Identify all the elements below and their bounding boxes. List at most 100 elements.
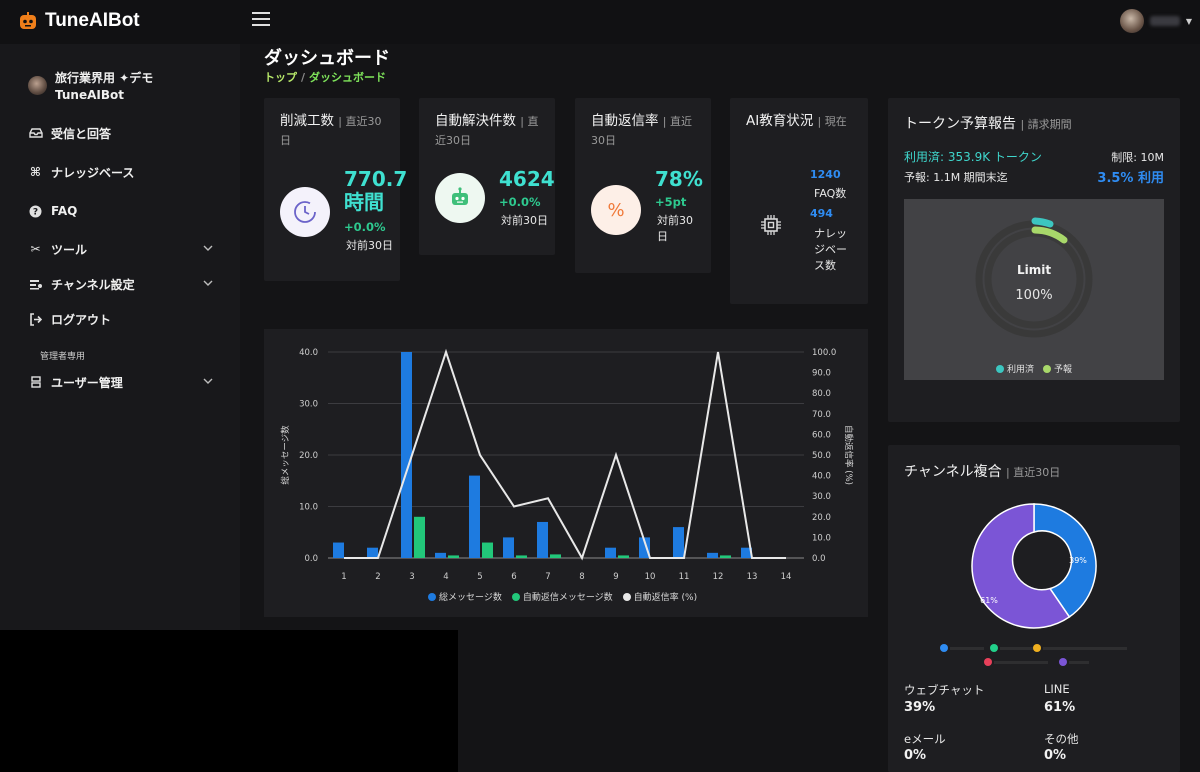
legend-dot-email bbox=[1033, 644, 1041, 652]
svg-text:?: ? bbox=[33, 207, 38, 217]
bar-auto-reply-messages bbox=[516, 555, 527, 558]
webchat-value: 39% bbox=[904, 700, 936, 715]
y-tick-label: 40.0 bbox=[299, 348, 318, 358]
budget-used: 利用済: 353.9K トークン bbox=[904, 150, 1042, 164]
x-tick-label: 11 bbox=[679, 572, 690, 582]
messages-chart: 0.0 10.0 20.0 30.0 40.0 0.0 10.0 20.0 30.0 40.0 50… bbox=[280, 348, 854, 582]
org-avatar bbox=[28, 76, 47, 95]
user-menu[interactable]: ▼ bbox=[1119, 9, 1192, 33]
x-tick-label: 4 bbox=[443, 572, 448, 582]
bar-total-messages bbox=[401, 352, 412, 558]
org-profile[interactable]: 旅行業界用 ✦デモ TuneAIBot bbox=[28, 70, 153, 104]
menu-toggle-icon[interactable] bbox=[252, 12, 270, 27]
user-name-blurred bbox=[1149, 16, 1180, 26]
sidebar: 旅行業界用 ✦デモ TuneAIBot 受信と回答 ⌘ ナレッジベース ? FA… bbox=[0, 44, 240, 630]
svg-text:%: % bbox=[607, 200, 624, 221]
caret-down-icon: ▼ bbox=[1185, 16, 1192, 26]
stat-change: +5pt bbox=[655, 195, 687, 209]
stat-change: +0.0% bbox=[499, 195, 541, 209]
legend-used-label: 利用済 bbox=[1007, 365, 1035, 375]
stat-change: +0.0% bbox=[344, 220, 386, 234]
admin-section-label: 管理者専用 bbox=[40, 352, 86, 362]
x-tick-label: 2 bbox=[375, 572, 380, 582]
bar-auto-reply-messages bbox=[618, 555, 629, 558]
sidebar-item-faq[interactable]: ? FAQ bbox=[28, 200, 218, 222]
budget-title: トークン予算報告 | 請求期間 bbox=[904, 113, 1072, 133]
chart-legend: 総メッセージ数 自動返信メッセージ数 自動返信率 (%) bbox=[428, 590, 697, 603]
bar-total-messages bbox=[469, 475, 480, 558]
chip-icon bbox=[761, 215, 781, 235]
legend-item[interactable]: 自動返信率 (%) bbox=[622, 590, 698, 603]
brand[interactable]: TuneAIBot bbox=[18, 10, 140, 32]
sidebar-item-knowledge[interactable]: ⌘ ナレッジベース bbox=[28, 161, 218, 183]
sidebar-item-channel[interactable]: チャンネル設定 bbox=[28, 273, 218, 295]
sidebar-item-inbox[interactable]: 受信と回答 bbox=[28, 122, 218, 144]
users-icon bbox=[28, 376, 43, 388]
y2-tick-label: 30.0 bbox=[812, 492, 831, 502]
kb-count: 494 bbox=[810, 207, 833, 220]
legend-item[interactable]: 総メッセージ数 bbox=[428, 590, 502, 603]
bot-logo-icon bbox=[20, 12, 36, 29]
legend-dot-webchat bbox=[940, 644, 948, 652]
sidebar-item-tools[interactable]: ✂ ツール bbox=[28, 238, 218, 260]
stat-icon-circle bbox=[280, 187, 330, 237]
legend-item[interactable]: 自動返信メッセージ数 bbox=[511, 590, 613, 603]
y-axis-title: 総メッセージ数 bbox=[280, 425, 291, 485]
chevron-down-icon bbox=[203, 378, 213, 384]
gauge-forecast-arc bbox=[1031, 226, 1068, 244]
y2-axis-title: 自動返信率 (%) bbox=[843, 425, 854, 485]
stat-card-auto-resolved: 自動解決件数 | 直近30日 4624 +0.0% 対前30日 bbox=[419, 98, 555, 255]
legend-text-placeholder bbox=[1000, 647, 1034, 650]
channel-mix-card: チャンネル複合 | 直近30日 39% 61% ウェブチャット 39% LINE… bbox=[888, 445, 1180, 772]
bar-auto-reply-messages bbox=[482, 542, 493, 558]
bar-total-messages bbox=[503, 537, 514, 558]
donut-segment-line[interactable] bbox=[971, 503, 1071, 629]
sidebar-item-users[interactable]: ユーザー管理 bbox=[28, 371, 218, 393]
line-label: LINE bbox=[1044, 682, 1070, 696]
stat-value: 4624 bbox=[499, 167, 555, 191]
gauge-legend: 利用済 予報 bbox=[904, 362, 1164, 375]
stat-period: | 直近30日 bbox=[280, 115, 382, 147]
org-bot-name: TuneAIBot bbox=[55, 88, 124, 102]
chevron-down-icon bbox=[203, 245, 213, 251]
stat-card-ai-training: AI教育状況 | 現在 1240 FAQ数 494 ナレッジベース数 bbox=[730, 98, 868, 304]
budget-limit: 制限: 10M bbox=[1111, 151, 1164, 164]
clock-icon bbox=[294, 201, 316, 223]
x-tick-label: 9 bbox=[613, 572, 618, 582]
x-tick-label: 7 bbox=[545, 572, 550, 582]
y-tick-label: 30.0 bbox=[299, 400, 318, 410]
legend-label: 自動返信率 (%) bbox=[633, 593, 698, 603]
bar-auto-reply-messages bbox=[448, 555, 459, 558]
stat-period: | 直近30日 bbox=[591, 115, 692, 147]
channel-title: チャンネル複合 | 直近30日 bbox=[904, 461, 1060, 481]
sidebar-item-logout[interactable]: ログアウト bbox=[28, 308, 218, 330]
other-label: その他 bbox=[1044, 732, 1079, 746]
bar-total-messages bbox=[367, 547, 378, 558]
legend-label: 総メッセージ数 bbox=[439, 593, 502, 603]
legend-dot-line bbox=[990, 644, 998, 652]
breadcrumb-home[interactable]: トップ bbox=[264, 71, 297, 84]
sidebar-item-label: ユーザー管理 bbox=[51, 375, 123, 390]
chevron-down-icon bbox=[203, 280, 213, 286]
x-tick-label: 12 bbox=[713, 572, 724, 582]
stat-title-text: 自動解決件数 bbox=[435, 113, 516, 129]
x-tick-label: 6 bbox=[511, 572, 516, 582]
gauge-label: Limit bbox=[1016, 263, 1052, 277]
y-tick-label: 10.0 bbox=[299, 503, 318, 513]
x-tick-label: 8 bbox=[579, 572, 584, 582]
sidebar-item-label: 受信と回答 bbox=[51, 126, 112, 141]
y2-tick-label: 80.0 bbox=[812, 389, 831, 399]
stat-icon-circle bbox=[435, 173, 485, 223]
budget-usage-percent: 3.5% 利用 bbox=[1097, 171, 1164, 186]
legend-dot bbox=[622, 592, 631, 601]
avatar bbox=[1119, 9, 1144, 33]
org-name: 旅行業界用 ✦デモ bbox=[55, 71, 154, 85]
channel-title-text: チャンネル複合 bbox=[904, 464, 1002, 480]
sidebar-item-label: チャンネル設定 bbox=[51, 277, 135, 292]
app-name: TuneAIBot bbox=[45, 10, 140, 31]
legend-forecast-dot bbox=[1042, 365, 1051, 373]
bar-total-messages bbox=[435, 552, 446, 558]
y2-tick-label: 20.0 bbox=[812, 513, 831, 523]
budget-gauge-panel: Limit 100% 利用済 予報 bbox=[904, 199, 1164, 380]
faq-count-label: FAQ数 bbox=[814, 187, 847, 200]
